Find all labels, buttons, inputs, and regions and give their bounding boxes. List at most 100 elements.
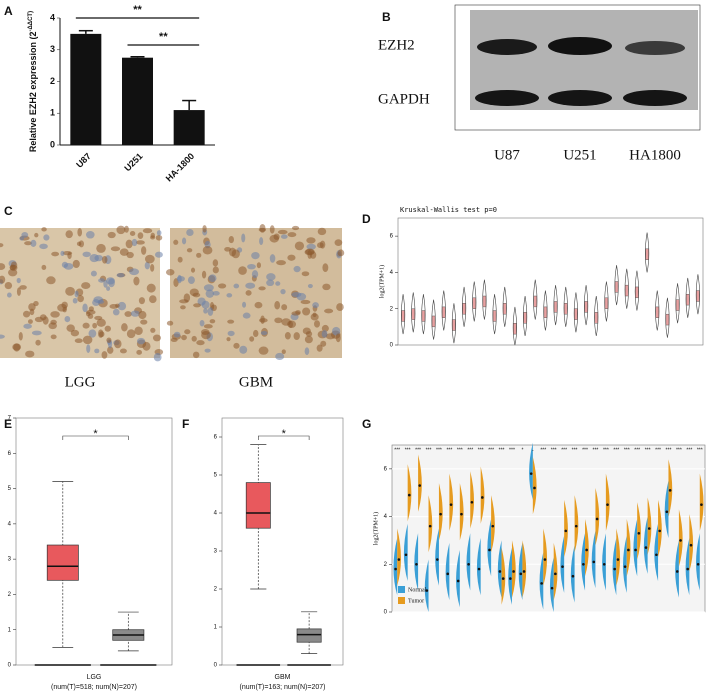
y-tick-label: 5 xyxy=(214,473,218,479)
median-dot xyxy=(446,572,450,576)
cell xyxy=(266,279,275,287)
y-axis-label: Relative EZH2 expression (2-ΔΔCT) xyxy=(28,11,39,152)
median-dot xyxy=(574,524,578,528)
violin-box xyxy=(645,248,649,260)
violin-box xyxy=(462,303,466,315)
cell xyxy=(72,297,78,304)
cell xyxy=(251,252,260,260)
median-dot xyxy=(522,570,526,573)
y-tick-label: 4 xyxy=(8,521,12,527)
violin-box xyxy=(533,295,537,308)
cell xyxy=(35,339,41,346)
cell xyxy=(196,340,205,346)
cell xyxy=(287,232,297,238)
cell xyxy=(287,254,296,261)
cell xyxy=(301,271,310,277)
cell xyxy=(155,251,163,258)
median-dot xyxy=(616,558,620,561)
x-axis-label: LGG xyxy=(87,674,102,681)
cell xyxy=(296,292,307,301)
violin-box xyxy=(564,303,568,315)
half-violin xyxy=(497,540,502,598)
violin xyxy=(685,277,690,318)
cell xyxy=(41,264,47,270)
cell xyxy=(90,270,97,277)
box xyxy=(296,628,322,643)
median-dot xyxy=(449,503,453,506)
half-violin xyxy=(699,473,704,531)
significance-label: * xyxy=(93,428,98,440)
y-tick-label: 7 xyxy=(8,416,12,422)
y-tick-label: 1 xyxy=(214,625,218,631)
significance-label: *** xyxy=(582,447,588,453)
median-dot xyxy=(425,589,429,592)
median-dot xyxy=(467,562,470,566)
half-violin xyxy=(685,538,690,596)
y-tick-label: 1 xyxy=(8,627,12,633)
cell xyxy=(19,285,27,290)
cell xyxy=(173,239,179,245)
legend-swatch xyxy=(398,597,405,604)
cell xyxy=(202,225,207,233)
violin xyxy=(573,292,578,333)
y-tick-label: 4 xyxy=(384,514,388,520)
violin-box xyxy=(696,290,700,302)
half-violin xyxy=(616,528,621,586)
median-dot xyxy=(543,558,547,561)
significance-label: *** xyxy=(603,447,609,453)
half-violin xyxy=(397,528,401,586)
cell xyxy=(8,268,18,277)
half-violin xyxy=(508,547,512,605)
y-tick-label: 3 xyxy=(8,557,12,563)
cell xyxy=(7,292,12,298)
cell xyxy=(88,329,97,338)
cell xyxy=(324,308,334,314)
median-dot xyxy=(564,529,568,533)
cell xyxy=(191,335,197,342)
cell xyxy=(212,291,220,296)
median-dot xyxy=(582,562,585,566)
half-violin xyxy=(678,509,683,567)
cell xyxy=(81,282,91,290)
half-violin xyxy=(466,533,471,591)
median-dot xyxy=(696,562,700,566)
cell xyxy=(39,243,48,250)
cell xyxy=(72,259,80,269)
half-violin xyxy=(445,542,450,601)
cell xyxy=(0,334,5,339)
median-dot xyxy=(470,500,474,504)
histology-label: GBM xyxy=(239,374,273,390)
cell xyxy=(25,350,35,358)
violin xyxy=(462,286,467,327)
violin xyxy=(502,286,507,327)
cell xyxy=(121,323,128,332)
y-tick-label: 6 xyxy=(214,435,218,441)
cell xyxy=(181,334,187,341)
cell xyxy=(82,303,88,313)
violin xyxy=(451,303,456,344)
blot-row-label: EZH2 xyxy=(378,37,415,53)
cell xyxy=(277,229,288,235)
half-violin xyxy=(564,499,568,558)
significance-label: *** xyxy=(666,447,672,453)
legend-swatch xyxy=(398,586,405,593)
median-dot xyxy=(456,579,460,583)
violin xyxy=(645,232,650,273)
half-violin xyxy=(480,466,485,524)
cell xyxy=(217,283,227,289)
cell xyxy=(107,346,114,354)
cell xyxy=(187,276,195,284)
cell xyxy=(212,259,219,267)
cell xyxy=(112,308,120,316)
x-tick-label: U87 xyxy=(74,151,93,170)
cell xyxy=(138,297,145,305)
median-dot xyxy=(436,558,439,561)
significance-label: *** xyxy=(488,447,494,453)
violin-box xyxy=(482,295,487,308)
cell xyxy=(295,310,301,315)
cell xyxy=(138,310,147,320)
y-tick-label: 4 xyxy=(50,12,55,22)
cell xyxy=(192,351,200,359)
cell xyxy=(269,225,275,234)
significance-label: *** xyxy=(686,447,692,453)
